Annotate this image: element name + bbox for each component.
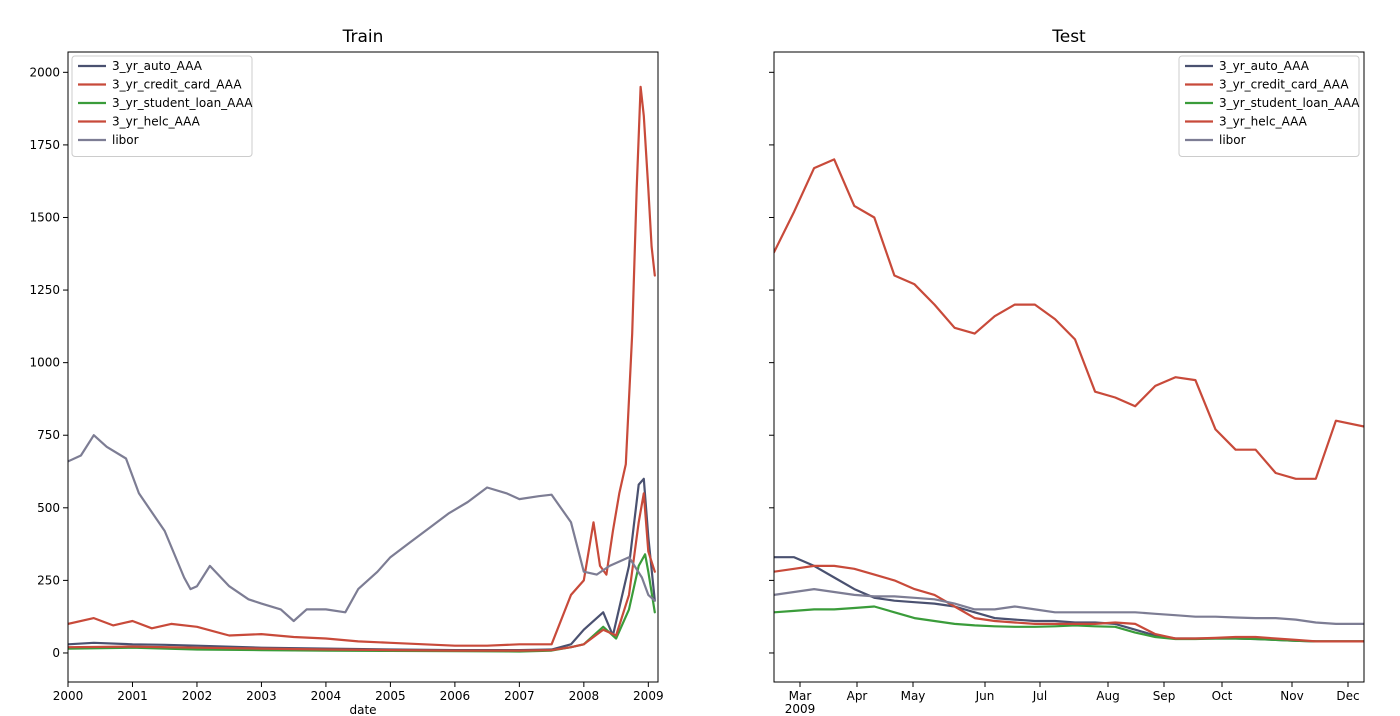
x-tick-label: Mar [789,689,812,703]
legend-label: 3_yr_auto_AAA [1219,59,1310,73]
y-tick-label: 750 [37,428,60,442]
legend-label: 3_yr_auto_AAA [112,59,203,73]
x-tick-label: 2009 [785,702,816,716]
legend: 3_yr_auto_AAA 3_yr_credit_card_AAA 3_yr_st… [1178,55,1360,157]
legend-label: 3_yr_credit_card_AAA [1219,78,1349,92]
series-line-3_yr_auto_AAA [774,556,1364,643]
x-tick-label: 2007 [504,689,535,703]
x-tick-label: May [901,689,926,703]
legend-label: libor [112,133,139,147]
series-line-libor [68,434,656,623]
x-tick-label: Jul [1032,689,1047,703]
series-line-libor [774,587,1364,626]
x-axis-label: date [349,703,376,716]
x-tick-label: 2009 [633,689,664,703]
legend-label: 3_yr_helc_AAA [1219,115,1308,129]
chart-title: Test [1051,27,1086,47]
plot-frame [773,51,1365,683]
series-line-3_yr_credit_card_AAA [68,85,656,647]
legend-box [71,55,253,157]
x-tick-label: Dec [1336,689,1359,703]
y-tick-label: 1750 [29,138,60,152]
series-line-3_yr_auto_AAA [68,477,656,652]
x-tick-label: 2008 [569,689,600,703]
y-tick-label: 1500 [29,210,60,224]
y-tick-label: 0 [52,646,60,660]
x-tick-label: 2006 [440,689,471,703]
series-line-3_yr_helc_AAA [68,492,656,652]
x-tick-label: 2002 [182,689,213,703]
x-tick-label: 2001 [117,689,148,703]
legend-label: 3_yr_helc_AAA [112,115,201,129]
x-tick-label: 2003 [246,689,277,703]
y-tick-label: 2000 [29,65,60,79]
series-line-3_yr_helc_AAA [774,564,1364,643]
x-tick-label: Nov [1280,689,1303,703]
series-line-3_yr_credit_card_AAA [774,158,1364,480]
legend-label: 3_yr_student_loan_AAA [1219,96,1360,110]
x-tick-label: 2004 [311,689,342,703]
legend-label: libor [1219,133,1246,147]
x-tick-label: Sep [1153,689,1176,703]
legend-label: 3_yr_credit_card_AAA [112,78,242,92]
y-tick-label: 1250 [29,283,60,297]
series-line-3_yr_student_loan_AAA [774,605,1364,643]
y-tick-label: 500 [37,501,60,515]
x-tick-label: Jun [975,689,995,703]
legend-label: 3_yr_student_loan_AAA [112,96,253,110]
train-panel: Train 0 250 500 750 1000 1250 1500 1750 2000 2000 2… [29,27,663,716]
x-tick-label: 2005 [375,689,406,703]
legend: 3_yr_auto_AAA 3_yr_credit_card_AAA 3_yr_st… [71,55,253,157]
legend-box [1178,55,1360,157]
x-tick-label: 2000 [53,689,84,703]
y-tick-label: 250 [37,573,60,587]
y-tick-label: 1000 [29,356,60,370]
x-tick-label: Aug [1096,689,1119,703]
plot-frame [67,51,659,683]
chart-title: Train [342,27,384,47]
x-tick-label: Oct [1212,689,1233,703]
x-tick-label: Apr [847,689,868,703]
